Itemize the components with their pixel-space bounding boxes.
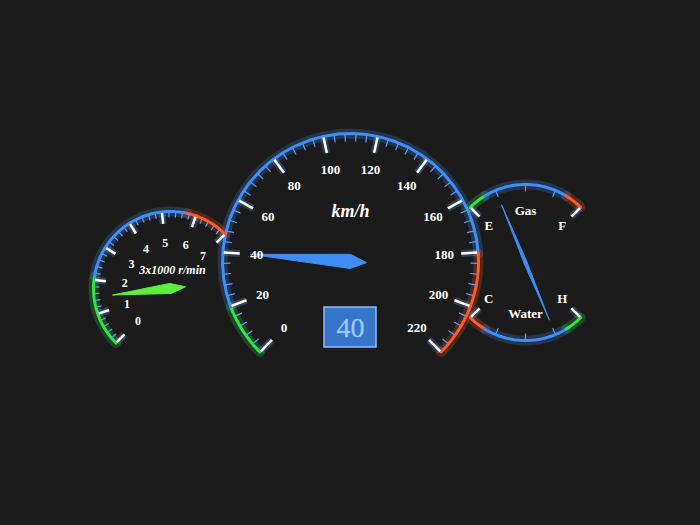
svg-text:0: 0: [281, 320, 288, 335]
svg-text:3x1000 r/min: 3x1000 r/min: [138, 263, 206, 277]
svg-text:1: 1: [124, 297, 130, 311]
svg-text:Water: Water: [508, 306, 543, 321]
svg-text:H: H: [557, 291, 567, 306]
svg-text:20: 20: [256, 287, 269, 302]
svg-text:180: 180: [435, 247, 455, 262]
svg-text:3: 3: [129, 257, 135, 271]
svg-text:7: 7: [200, 249, 206, 263]
svg-text:120: 120: [361, 162, 381, 177]
svg-text:100: 100: [321, 162, 341, 177]
svg-text:40: 40: [250, 247, 263, 262]
svg-text:Gas: Gas: [515, 203, 537, 218]
svg-text:0: 0: [135, 314, 141, 328]
svg-text:F: F: [558, 218, 566, 233]
svg-text:5: 5: [162, 236, 168, 250]
svg-text:E: E: [484, 218, 493, 233]
svg-text:C: C: [484, 291, 493, 306]
svg-text:60: 60: [261, 209, 274, 224]
svg-text:220: 220: [407, 320, 427, 335]
svg-text:160: 160: [423, 209, 443, 224]
svg-text:80: 80: [288, 178, 301, 193]
svg-text:2: 2: [122, 276, 128, 290]
svg-text:km/h: km/h: [331, 201, 369, 221]
svg-text:6: 6: [183, 238, 189, 252]
svg-text:4: 4: [143, 242, 149, 256]
svg-text:200: 200: [429, 287, 449, 302]
svg-text:140: 140: [397, 178, 417, 193]
svg-text:40: 40: [337, 312, 365, 343]
